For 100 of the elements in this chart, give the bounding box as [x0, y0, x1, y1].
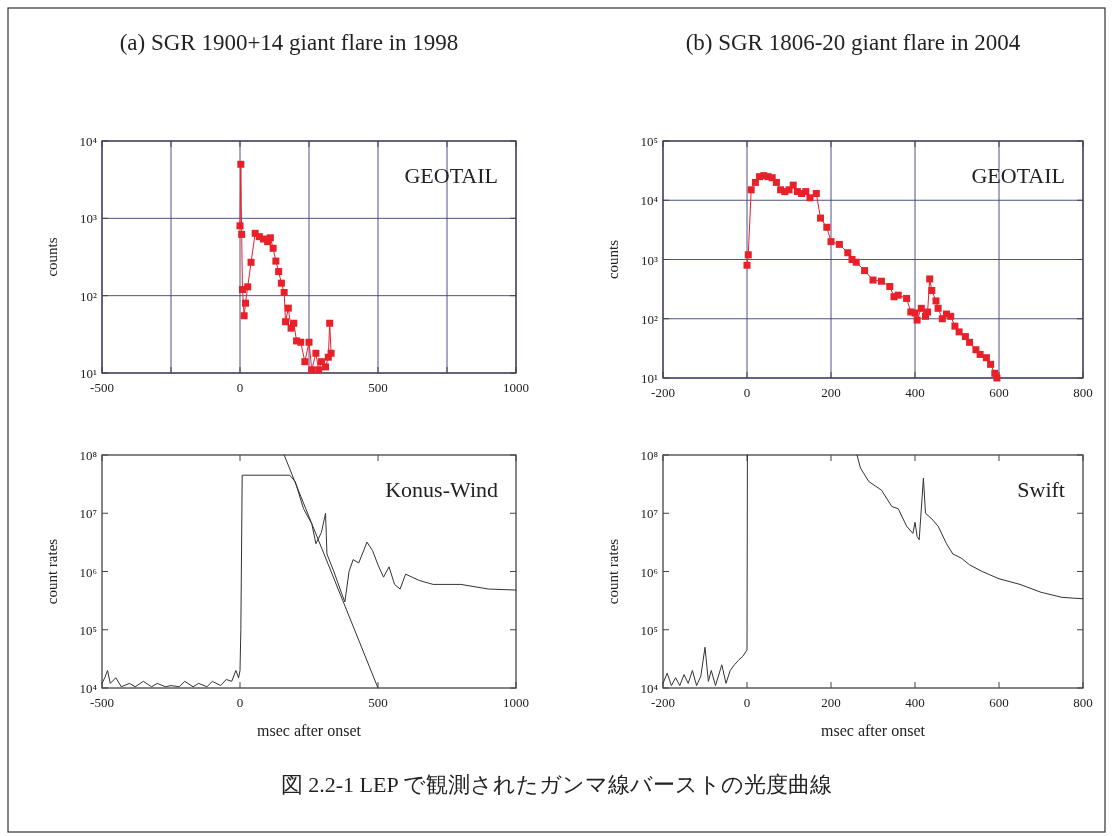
point: [911, 309, 919, 317]
annotation: GEOTAIL: [404, 163, 498, 188]
point: [926, 275, 934, 283]
y-tick-label: 10⁵: [640, 622, 658, 638]
y-tick-label: 10⁴: [79, 134, 98, 149]
x-tick-label: 200: [821, 695, 841, 710]
point: [802, 188, 810, 196]
point: [305, 338, 313, 346]
point: [744, 251, 752, 259]
x-tick-label: 600: [989, 695, 1009, 710]
point: [772, 178, 780, 186]
x-axis-title: msec after onset: [257, 722, 362, 739]
point: [806, 194, 814, 202]
point: [812, 190, 820, 197]
point: [966, 338, 974, 346]
point: [972, 346, 980, 354]
x-tick-label: -200: [651, 695, 675, 710]
point: [237, 160, 245, 168]
x-tick-label: 600: [989, 385, 1009, 400]
x-tick-label: 400: [905, 695, 925, 710]
point: [987, 360, 995, 368]
point: [817, 214, 824, 222]
point: [312, 349, 320, 357]
point: [976, 350, 984, 358]
point: [308, 366, 316, 374]
x-axis-title: msec after onset: [821, 722, 926, 739]
point: [955, 328, 963, 336]
x-tick-label: 500: [368, 695, 388, 710]
point: [247, 258, 255, 266]
point: [282, 318, 290, 326]
x-tick-label: 800: [1073, 695, 1093, 710]
point: [869, 276, 877, 284]
point: [982, 354, 990, 362]
y-tick-label: 10⁷: [79, 506, 97, 522]
point: [844, 249, 852, 257]
y-tick-label: 10¹: [641, 371, 659, 386]
x-tick-label: 1000: [503, 380, 529, 395]
point: [315, 366, 323, 374]
point: [301, 358, 309, 366]
point: [743, 261, 751, 269]
y-axis-title: counts: [605, 239, 621, 280]
point: [272, 257, 280, 265]
point: [789, 181, 797, 189]
y-tick-label: 10⁸: [640, 448, 659, 463]
x-tick-label: -200: [651, 385, 675, 400]
caption: 図 2.2-1 LEP で観測されたガンマ線バーストの光度曲線: [280, 772, 833, 797]
point: [993, 374, 1001, 382]
y-tick-label: 10⁶: [640, 564, 658, 580]
point: [913, 316, 921, 324]
y-tick-label: 10³: [641, 252, 659, 268]
point: [269, 244, 277, 252]
point: [861, 267, 869, 275]
point: [326, 319, 334, 327]
y-tick-label: 10²: [80, 288, 98, 304]
y-tick-label: 10³: [80, 211, 98, 227]
point: [236, 222, 244, 230]
point: [244, 283, 252, 291]
x-tick-label: 0: [236, 380, 244, 395]
y-axis-title: count rates: [605, 538, 621, 605]
point: [827, 238, 835, 246]
point: [280, 288, 288, 296]
x-tick-label: 0: [236, 695, 244, 710]
point: [951, 322, 959, 330]
point: [266, 234, 274, 242]
annotation: Swift: [1017, 477, 1065, 502]
point: [917, 304, 925, 312]
point: [290, 319, 298, 327]
x-tick-label: -500: [90, 380, 114, 395]
y-tick-label: 10⁵: [640, 134, 658, 149]
point: [924, 308, 932, 316]
x-tick-label: 500: [368, 380, 388, 395]
x-tick-label: 1000: [503, 695, 529, 710]
chart-title: (b) SGR 1806-20 giant flare in 2004: [685, 30, 1021, 55]
x-tick-label: 800: [1073, 385, 1093, 400]
y-tick-label: 10⁸: [79, 448, 98, 463]
y-tick-label: 10⁷: [640, 506, 658, 522]
point: [947, 312, 955, 320]
point: [751, 178, 759, 186]
annotation: GEOTAIL: [971, 163, 1065, 188]
y-tick-label: 10⁴: [640, 681, 659, 696]
point: [823, 223, 831, 231]
point: [932, 297, 940, 305]
point: [961, 333, 969, 341]
y-tick-label: 10⁵: [79, 622, 97, 638]
y-axis-title: count rates: [44, 538, 60, 605]
y-tick-label: 10¹: [80, 366, 98, 381]
point: [327, 349, 335, 357]
y-tick-label: 10⁶: [79, 564, 97, 580]
point: [242, 299, 250, 307]
chart-title: (a) SGR 1900+14 giant flare in 1998: [119, 30, 459, 55]
point: [322, 363, 330, 371]
point: [835, 240, 843, 248]
x-tick-label: -500: [90, 695, 114, 710]
x-tick-label: 0: [743, 385, 751, 400]
point: [928, 286, 936, 294]
point: [903, 294, 911, 302]
point: [240, 312, 248, 320]
y-tick-label: 10⁴: [640, 193, 659, 209]
y-axis-title: counts: [44, 237, 60, 277]
point: [277, 279, 285, 287]
